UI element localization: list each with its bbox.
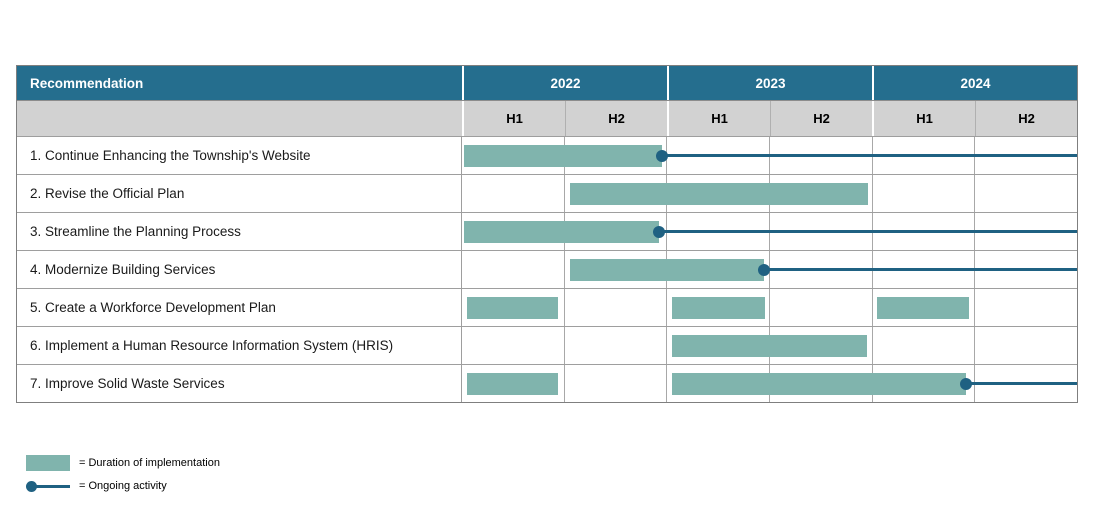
half-header-2024-H1: H1 — [872, 101, 975, 136]
row-timeline — [462, 175, 1077, 212]
timeline-cell — [666, 289, 769, 326]
row-timeline — [462, 213, 1077, 250]
gantt-row-4: 4. Modernize Building Services — [17, 250, 1077, 288]
gantt-row-2: 2. Revise the Official Plan — [17, 174, 1077, 212]
recommendation-header-label: Recommendation — [30, 75, 144, 91]
legend-ongoing-row: = Ongoing activity — [26, 477, 220, 495]
gantt-body: 1. Continue Enhancing the Township's Web… — [17, 136, 1077, 402]
half-year-header-row: H1 H2 H1 H2 H1 H2 — [17, 100, 1077, 136]
timeline-cell — [563, 327, 667, 364]
half-header-group: H1 H2 H1 H2 H1 H2 — [462, 101, 1077, 136]
timeline-cell — [563, 289, 667, 326]
duration-bar — [569, 258, 765, 281]
ongoing-line-icon — [31, 484, 70, 488]
duration-bar — [464, 144, 662, 167]
duration-bar — [672, 372, 967, 395]
gantt-row-5: 5. Create a Workforce Development Plan — [17, 288, 1077, 326]
gantt-row-1: 1. Continue Enhancing the Township's Web… — [17, 136, 1077, 174]
timeline-cell — [462, 175, 564, 212]
row-label: 4. Modernize Building Services — [17, 251, 462, 288]
timeline-cell — [871, 289, 975, 326]
gantt-row-3: 3. Streamline the Planning Process — [17, 212, 1077, 250]
ongoing-dot-line-swatch-icon — [26, 478, 70, 494]
timeline-cell — [871, 175, 975, 212]
timeline-cell — [974, 327, 1077, 364]
legend: = Duration of implementation = Ongoing a… — [26, 454, 220, 500]
gantt-row-6: 6. Implement a Human Resource Informatio… — [17, 326, 1077, 364]
duration-bar — [467, 372, 559, 395]
row-timeline — [462, 289, 1077, 326]
empty-subheader-cell — [17, 101, 462, 136]
ongoing-line — [661, 154, 1077, 157]
half-header-2022-H2: H2 — [565, 101, 667, 136]
table-header-row: Recommendation 2022 2023 2024 — [17, 66, 1077, 100]
duration-bar — [464, 220, 659, 243]
ongoing-dot — [960, 377, 973, 390]
timeline-cell — [871, 327, 975, 364]
row-label: 5. Create a Workforce Development Plan — [17, 289, 462, 326]
half-header-2022-H1: H1 — [462, 101, 565, 136]
gantt-row-7: 7. Improve Solid Waste Services — [17, 364, 1077, 402]
duration-bar — [877, 296, 970, 319]
recommendation-header-cell: Recommendation — [17, 66, 462, 100]
timeline-cell — [563, 251, 667, 288]
half-header-2023-H1: H1 — [667, 101, 770, 136]
legend-ongoing-label: = Ongoing activity — [79, 480, 167, 492]
year-header-group: 2022 2023 2024 — [462, 66, 1077, 100]
row-timeline — [462, 137, 1077, 174]
duration-bar — [467, 296, 559, 319]
ongoing-line — [764, 268, 1077, 271]
duration-bar — [672, 296, 766, 319]
row-label: 3. Streamline the Planning Process — [17, 213, 462, 250]
timeline-cell — [974, 289, 1077, 326]
legend-duration-label: = Duration of implementation — [79, 457, 220, 469]
ongoing-line — [966, 382, 1077, 385]
year-header-2023: 2023 — [667, 66, 872, 100]
year-header-2022: 2022 — [462, 66, 667, 100]
timeline-cell — [666, 365, 769, 402]
row-label: 6. Implement a Human Resource Informatio… — [17, 327, 462, 364]
row-timeline — [462, 327, 1077, 364]
legend-duration-row: = Duration of implementation — [26, 454, 220, 472]
half-header-2023-H2: H2 — [770, 101, 872, 136]
timeline-cell — [666, 327, 769, 364]
row-label: 1. Continue Enhancing the Township's Web… — [17, 137, 462, 174]
ongoing-dot — [655, 149, 668, 162]
row-timeline — [462, 251, 1077, 288]
row-label: 2. Revise the Official Plan — [17, 175, 462, 212]
timeline-cell — [974, 175, 1077, 212]
row-label: 7. Improve Solid Waste Services — [17, 365, 462, 402]
duration-bar — [569, 182, 868, 205]
duration-bar-swatch-icon — [26, 455, 70, 471]
year-header-2024: 2024 — [872, 66, 1077, 100]
duration-bar — [672, 334, 867, 357]
timeline-cell — [462, 251, 564, 288]
ongoing-line — [658, 230, 1077, 233]
timeline-cell — [563, 365, 667, 402]
timeline-cell — [462, 327, 564, 364]
half-header-2024-H2: H2 — [975, 101, 1077, 136]
timeline-cell — [563, 175, 667, 212]
gantt-table: Recommendation 2022 2023 2024 H1 H2 H1 H2 H1 H2… — [16, 65, 1078, 403]
row-timeline — [462, 365, 1077, 402]
ongoing-dot — [652, 225, 665, 238]
timeline-cell — [769, 289, 872, 326]
ongoing-dot — [758, 263, 771, 276]
